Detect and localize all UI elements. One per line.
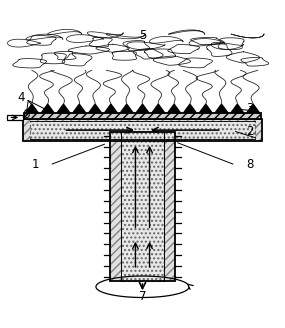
Bar [110,132,121,281]
Text: 3: 3 [246,102,253,115]
Polygon shape [152,104,164,113]
Polygon shape [184,104,196,113]
Text: 7: 7 [139,290,146,302]
Polygon shape [73,104,86,113]
Polygon shape [26,104,38,113]
Text: 8: 8 [246,157,253,171]
Bar [164,132,175,281]
Text: 5: 5 [139,29,146,42]
Polygon shape [89,104,101,113]
Bar [7,115,23,120]
Bar [23,139,262,141]
Bar [30,121,255,139]
Polygon shape [200,104,212,113]
Bar [110,132,175,281]
Polygon shape [168,104,180,113]
Text: 4: 4 [17,91,25,104]
Polygon shape [136,104,149,113]
Polygon shape [247,104,259,113]
Bar [23,119,262,121]
Bar [24,113,261,119]
Polygon shape [121,104,133,113]
Bar [23,119,262,141]
Text: 1: 1 [32,157,39,171]
Text: 6: 6 [22,108,29,121]
Polygon shape [215,104,228,113]
Bar [255,119,262,141]
Polygon shape [105,104,117,113]
Bar [23,119,30,141]
Polygon shape [41,104,54,113]
Text: 2: 2 [246,125,253,138]
Polygon shape [231,104,244,113]
Bar [121,132,164,281]
Polygon shape [57,104,70,113]
